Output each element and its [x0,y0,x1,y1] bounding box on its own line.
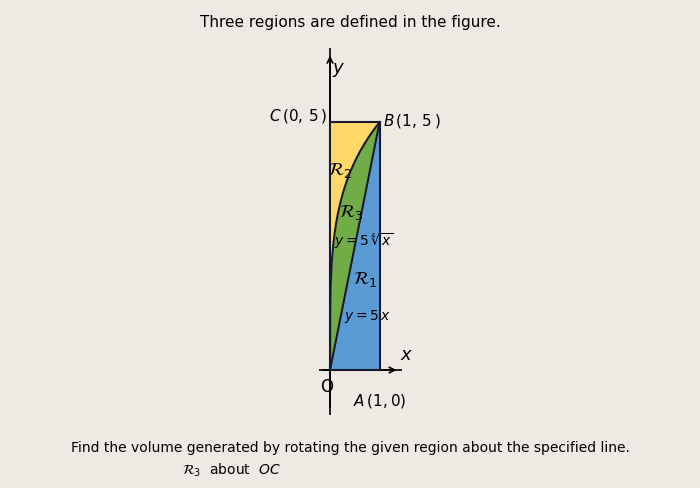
Text: Three regions are defined in the figure.: Three regions are defined in the figure. [199,15,500,30]
Text: $\mathcal{R}_3$  about  $OC$: $\mathcal{R}_3$ about $OC$ [181,461,281,478]
Text: $\mathcal{R}_3$: $\mathcal{R}_3$ [339,203,363,222]
Text: $A\,(1,0)$: $A\,(1,0)$ [353,391,406,409]
Text: O: O [320,377,333,395]
Polygon shape [330,123,379,370]
Text: Find the volume generated by rotating the given region about the specified line.: Find the volume generated by rotating th… [71,440,629,454]
Text: $y = 5\,\sqrt[4]{x}$: $y = 5\,\sqrt[4]{x}$ [334,231,393,251]
Polygon shape [330,123,379,370]
Text: y: y [332,59,342,77]
Text: $\mathcal{R}_1$: $\mathcal{R}_1$ [353,269,377,288]
Text: x: x [401,345,412,363]
Text: $y = 5\,x$: $y = 5\,x$ [344,307,391,325]
Text: $C\,(0,\,5\,)$: $C\,(0,\,5\,)$ [270,106,327,124]
Text: $\mathcal{R}_2$: $\mathcal{R}_2$ [328,161,352,180]
Text: $B\,(1,\,5\,)$: $B\,(1,\,5\,)$ [383,112,440,129]
Polygon shape [330,123,379,370]
